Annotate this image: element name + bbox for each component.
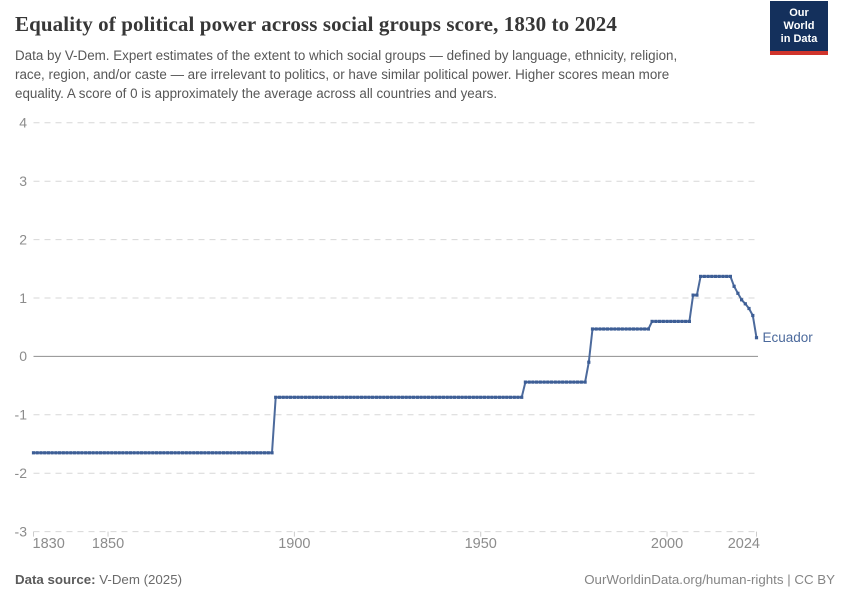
svg-text:4: 4 <box>19 115 27 131</box>
owid-logo[interactable]: Our World in Data <box>770 1 828 55</box>
data-source: Data source: V-Dem (2025) <box>15 572 182 587</box>
chart-canvas[interactable]: 4 3 2 1 0 -1 -2 -3 1830 1850 1900 1950 2000 2024 Ecuad… <box>0 110 850 565</box>
data-source-value: V-Dem (2025) <box>95 572 183 587</box>
svg-text:2: 2 <box>19 231 27 247</box>
chart-footer: Data source: V-Dem (2025) OurWorldinData… <box>15 572 835 587</box>
svg-text:1950: 1950 <box>465 536 497 552</box>
chart-subtitle: Data by V-Dem. Expert estimates of the e… <box>15 46 760 103</box>
svg-text:3: 3 <box>19 173 27 189</box>
chart-header: Equality of political power across socia… <box>15 12 835 103</box>
subtitle-line-1: Data by V-Dem. Expert estimates of the e… <box>15 48 678 63</box>
credit-link[interactable]: OurWorldinData.org/human-rights | CC BY <box>584 572 835 587</box>
svg-text:-2: -2 <box>15 465 28 481</box>
subtitle-line-3: equality. A score of 0 is approximately … <box>15 86 498 101</box>
series-line-ecuador[interactable] <box>31 274 759 455</box>
svg-text:-1: -1 <box>15 407 28 423</box>
svg-text:2024: 2024 <box>728 536 760 552</box>
owid-logo-line1: Our World <box>783 7 815 32</box>
svg-text:1900: 1900 <box>278 536 310 552</box>
svg-text:-3: -3 <box>15 523 28 539</box>
page-title: Equality of political power across socia… <box>15 12 617 36</box>
chart-area: 4 3 2 1 0 -1 -2 -3 1830 1850 1900 1950 2000 2024 Ecuad… <box>0 110 850 565</box>
gridlines <box>33 122 758 533</box>
entity-label: Ecuador <box>763 330 814 345</box>
svg-text:1850: 1850 <box>92 536 124 552</box>
svg-text:1: 1 <box>19 290 27 306</box>
svg-text:0: 0 <box>19 348 27 364</box>
subtitle-line-2: race, region, and/or caste — are irrelev… <box>15 67 670 82</box>
svg-text:2000: 2000 <box>651 536 683 552</box>
data-source-label: Data source: <box>15 572 96 587</box>
owid-logo-line2: in Data <box>780 33 818 45</box>
y-axis-labels: 4 3 2 1 0 -1 -2 -3 <box>15 115 28 540</box>
svg-text:1830: 1830 <box>33 536 65 552</box>
x-axis-labels: 1830 1850 1900 1950 2000 2024 <box>33 531 760 552</box>
